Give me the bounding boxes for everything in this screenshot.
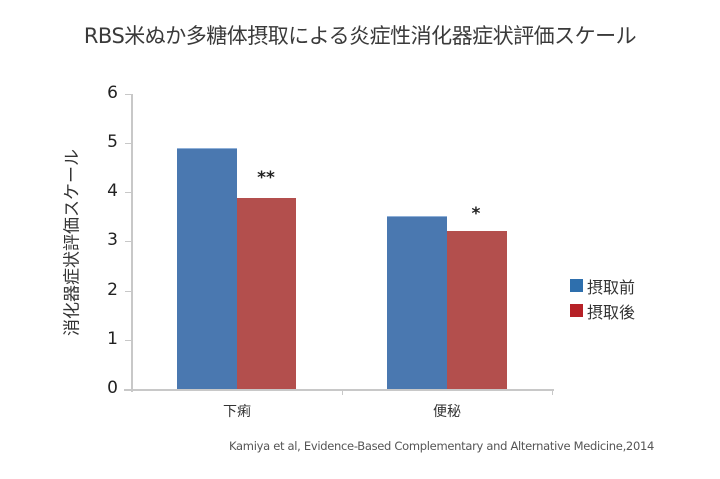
chart-title: RBS米ぬか多糖体摂取による炎症性消化器症状評価スケール xyxy=(83,24,637,48)
x-category-label: 下痢 xyxy=(223,404,251,420)
y-axis-label: 消化器症状評価スケール xyxy=(62,149,83,336)
y-tick-label: 0 xyxy=(107,378,118,398)
legend-item-after: 摂取後 xyxy=(570,298,635,323)
x-tick xyxy=(342,389,343,395)
y-tick-label: 6 xyxy=(107,83,118,103)
y-tick-label: 2 xyxy=(107,280,118,300)
bar-diarrhea-after xyxy=(237,198,296,389)
significance-marker: ** xyxy=(257,168,275,188)
y-tick xyxy=(125,389,131,390)
legend-label: 摂取前 xyxy=(587,277,636,297)
bar-constipation-after xyxy=(447,231,507,389)
significance-marker: * xyxy=(471,204,481,224)
y-tick xyxy=(125,291,131,292)
y-tick-label: 4 xyxy=(107,181,118,201)
y-tick xyxy=(125,94,131,95)
x-axis-line xyxy=(124,389,554,391)
y-tick xyxy=(125,143,131,144)
legend-swatch-icon xyxy=(570,304,583,317)
y-tick-label: 3 xyxy=(107,230,118,250)
x-tick xyxy=(552,389,553,395)
y-axis-line xyxy=(131,94,133,392)
y-tick xyxy=(125,241,131,242)
legend: 摂取前 摂取後 xyxy=(570,273,635,323)
bar-constipation-before xyxy=(387,216,447,389)
y-tick-label: 1 xyxy=(107,329,118,349)
legend-item-before: 摂取前 xyxy=(570,273,635,298)
x-category-label: 便秘 xyxy=(433,404,461,420)
source-citation: Kamiya et al, Evidence-Based Complementa… xyxy=(229,439,654,453)
y-tick-label: 5 xyxy=(107,132,118,152)
y-tick xyxy=(125,340,131,341)
legend-label: 摂取後 xyxy=(587,302,636,322)
y-tick xyxy=(125,192,131,193)
bar-diarrhea-before xyxy=(177,148,237,389)
legend-swatch-icon xyxy=(570,279,583,292)
